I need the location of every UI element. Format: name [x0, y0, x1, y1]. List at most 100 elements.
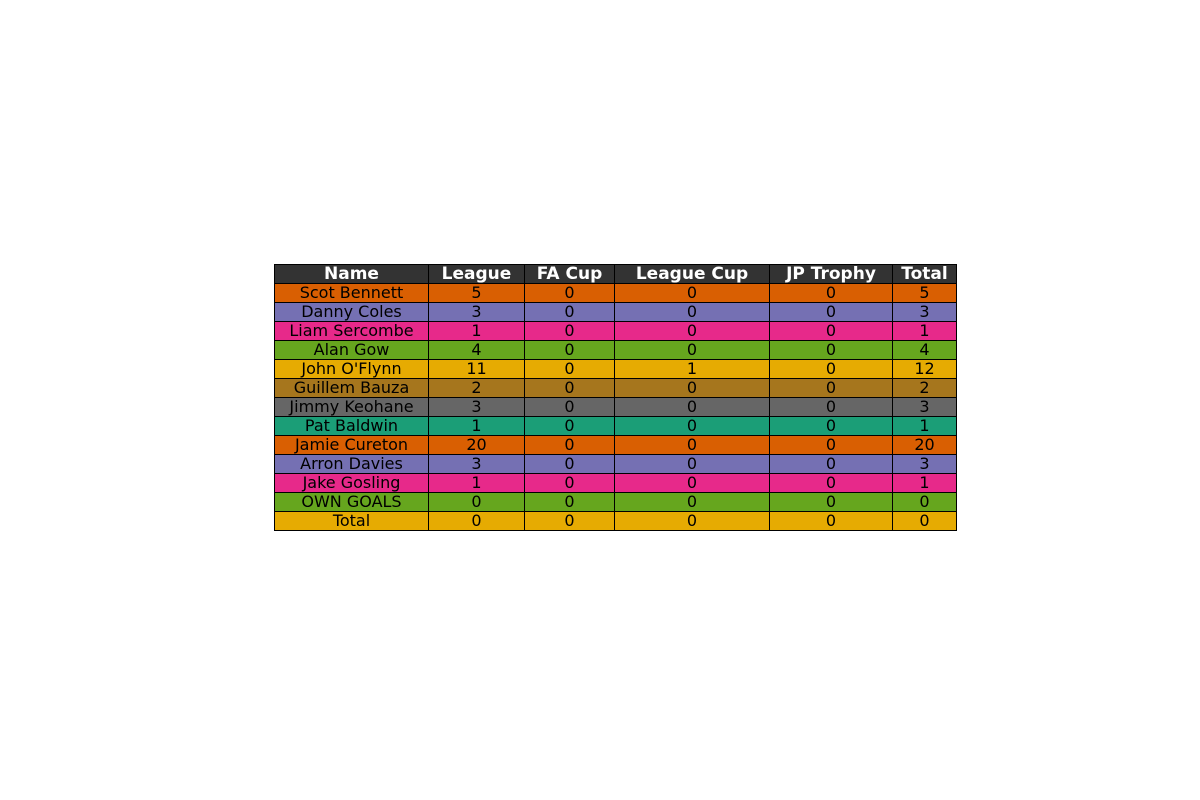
player-name-cell: Arron Davies: [274, 454, 429, 474]
goal-count-cell: 0: [614, 340, 770, 360]
goal-count-cell: 2: [428, 378, 525, 398]
goal-count-cell: 20: [428, 435, 525, 455]
goal-count-cell: 0: [524, 321, 615, 341]
table-row: Jimmy Keohane 3 0 0 0 3: [274, 397, 957, 417]
goal-count-cell: 3: [428, 302, 525, 322]
goal-count-cell: 0: [769, 283, 893, 303]
goal-count-cell: 1: [428, 416, 525, 436]
player-name-cell: Total: [274, 511, 429, 531]
goals-table: Name League FA Cup League Cup JP Trophy Total…: [274, 264, 957, 531]
table-row: Guillem Bauza 2 0 0 0 2: [274, 378, 957, 398]
goal-count-cell: 0: [524, 435, 615, 455]
goal-count-cell: 0: [769, 435, 893, 455]
goal-count-cell: 0: [524, 397, 615, 417]
goal-count-cell: 3: [428, 397, 525, 417]
goal-count-cell: 1: [892, 416, 957, 436]
goal-count-cell: 0: [524, 359, 615, 379]
table-row: OWN GOALS 0 0 0 0 0: [274, 492, 957, 512]
goal-count-cell: 0: [769, 416, 893, 436]
table-row: Pat Baldwin 1 0 0 0 1: [274, 416, 957, 436]
goal-count-cell: 0: [769, 340, 893, 360]
table-row: Liam Sercombe 1 0 0 0 1: [274, 321, 957, 341]
goal-count-cell: 5: [892, 283, 957, 303]
goal-count-cell: 0: [614, 435, 770, 455]
goal-count-cell: 0: [524, 283, 615, 303]
goal-count-cell: 2: [892, 378, 957, 398]
goal-count-cell: 0: [769, 511, 893, 531]
goal-count-cell: 0: [769, 302, 893, 322]
goal-count-cell: 0: [524, 340, 615, 360]
player-name-cell: Pat Baldwin: [274, 416, 429, 436]
goal-count-cell: 0: [614, 511, 770, 531]
goal-count-cell: 20: [892, 435, 957, 455]
column-header: League Cup: [614, 264, 770, 284]
goal-count-cell: 1: [892, 473, 957, 493]
goal-count-cell: 0: [769, 454, 893, 474]
goal-count-cell: 1: [614, 359, 770, 379]
goal-count-cell: 0: [769, 492, 893, 512]
goal-count-cell: 0: [524, 511, 615, 531]
player-name-cell: Jake Gosling: [274, 473, 429, 493]
player-name-cell: OWN GOALS: [274, 492, 429, 512]
column-header: FA Cup: [524, 264, 615, 284]
table-body: Scot Bennett 5 0 0 0 5 Danny Coles 3 0 0 0 3 Liam Se…: [274, 283, 957, 531]
goal-count-cell: 0: [428, 492, 525, 512]
table-row: Scot Bennett 5 0 0 0 5: [274, 283, 957, 303]
column-header: League: [428, 264, 525, 284]
player-name-cell: Scot Bennett: [274, 283, 429, 303]
goal-count-cell: 0: [614, 321, 770, 341]
goal-count-cell: 0: [524, 473, 615, 493]
goal-count-cell: 0: [769, 473, 893, 493]
table-header-row: Name League FA Cup League Cup JP Trophy Total: [274, 264, 957, 284]
table-row: Danny Coles 3 0 0 0 3: [274, 302, 957, 322]
table-row: Arron Davies 3 0 0 0 3: [274, 454, 957, 474]
goal-count-cell: 5: [428, 283, 525, 303]
goal-count-cell: 0: [524, 454, 615, 474]
table-row: John O'Flynn 11 0 1 0 12: [274, 359, 957, 379]
goal-count-cell: 0: [428, 511, 525, 531]
player-name-cell: John O'Flynn: [274, 359, 429, 379]
goal-count-cell: 0: [614, 454, 770, 474]
goal-count-cell: 0: [614, 283, 770, 303]
player-name-cell: Jamie Cureton: [274, 435, 429, 455]
table-row: Jamie Cureton 20 0 0 0 20: [274, 435, 957, 455]
goal-count-cell: 0: [769, 359, 893, 379]
goal-count-cell: 11: [428, 359, 525, 379]
goal-count-cell: 0: [614, 492, 770, 512]
column-header: Name: [274, 264, 429, 284]
table-row: Jake Gosling 1 0 0 0 1: [274, 473, 957, 493]
player-name-cell: Danny Coles: [274, 302, 429, 322]
goal-count-cell: 1: [428, 321, 525, 341]
goal-count-cell: 3: [892, 302, 957, 322]
player-name-cell: Alan Gow: [274, 340, 429, 360]
goal-count-cell: 3: [892, 454, 957, 474]
goal-count-cell: 1: [428, 473, 525, 493]
goal-count-cell: 0: [769, 378, 893, 398]
goal-count-cell: 1: [892, 321, 957, 341]
goal-count-cell: 0: [614, 397, 770, 417]
goal-count-cell: 0: [769, 321, 893, 341]
player-name-cell: Jimmy Keohane: [274, 397, 429, 417]
goal-count-cell: 0: [524, 492, 615, 512]
goal-count-cell: 0: [614, 416, 770, 436]
goal-count-cell: 0: [524, 378, 615, 398]
goal-count-cell: 0: [614, 378, 770, 398]
goal-count-cell: 3: [428, 454, 525, 474]
goal-count-cell: 0: [524, 416, 615, 436]
goal-count-cell: 0: [892, 511, 957, 531]
goal-count-cell: 0: [769, 397, 893, 417]
goal-count-cell: 0: [524, 302, 615, 322]
goal-count-cell: 3: [892, 397, 957, 417]
table-row: Alan Gow 4 0 0 0 4: [274, 340, 957, 360]
column-header: Total: [892, 264, 957, 284]
player-name-cell: Guillem Bauza: [274, 378, 429, 398]
goal-count-cell: 0: [614, 302, 770, 322]
column-header: JP Trophy: [769, 264, 893, 284]
goal-count-cell: 0: [892, 492, 957, 512]
player-name-cell: Liam Sercombe: [274, 321, 429, 341]
goal-count-cell: 4: [428, 340, 525, 360]
goal-count-cell: 12: [892, 359, 957, 379]
goal-count-cell: 4: [892, 340, 957, 360]
table-row: Total 0 0 0 0 0: [274, 511, 957, 531]
goal-count-cell: 0: [614, 473, 770, 493]
